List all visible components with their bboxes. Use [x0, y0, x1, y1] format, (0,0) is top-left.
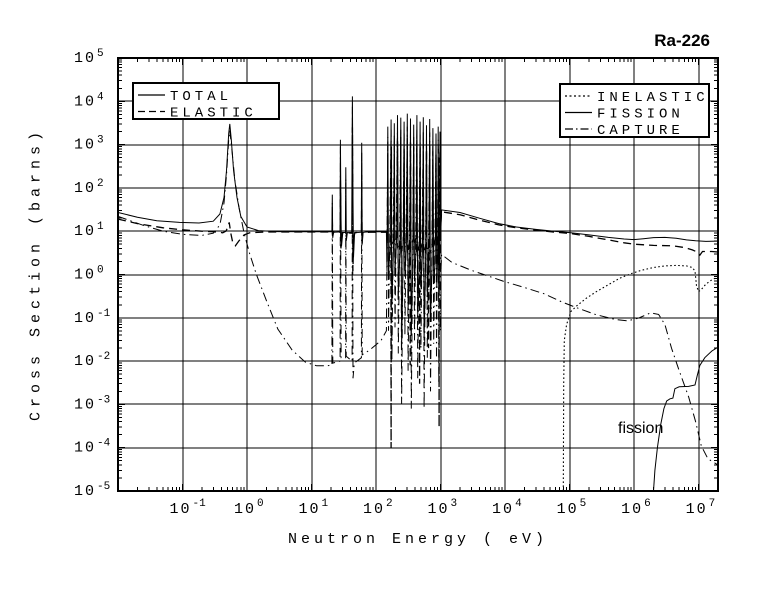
plot-border: [117, 57, 719, 492]
y-tick-label: 10-5: [74, 481, 110, 500]
curve-inelastic: [562, 264, 718, 491]
legend-entry-total: TOTAL: [138, 89, 232, 105]
y-tick-label: 10-2: [74, 351, 110, 370]
legend-entry-fission: FISSION: [565, 107, 684, 123]
x-tick-label: 103: [428, 498, 458, 518]
y-tick-label: 104: [74, 91, 104, 110]
x-tick-label: 106: [621, 498, 651, 518]
legend-box-left-frame: [132, 82, 280, 120]
legend-label-total: TOTAL: [170, 89, 232, 105]
fission-annotation: fission: [618, 420, 664, 437]
legend-label-fission: FISSION: [597, 107, 684, 123]
legend-entry-capture: CAPTURE: [565, 123, 684, 139]
curve-fission: [653, 346, 718, 491]
legend-box-right-frame: [559, 83, 710, 138]
y-tick-label: 101: [74, 221, 104, 240]
x-tick-label: 104: [492, 498, 522, 518]
curves: [118, 96, 718, 491]
curve-capture: [118, 106, 718, 466]
legend-label-inelastic: INELASTIC: [597, 90, 709, 106]
x-tick-label: 10-1: [170, 498, 207, 518]
y-tick-label: 10-4: [74, 438, 111, 457]
y-tick-label: 105: [74, 48, 104, 67]
y-tick-label: 10-3: [74, 394, 110, 413]
legend-entry-elastic: ELASTIC: [138, 106, 257, 122]
y-tick-label: 10-1: [74, 308, 111, 327]
x-tick-label: 101: [299, 498, 329, 518]
x-tick-label: 107: [686, 498, 716, 518]
y-tick-label: 102: [74, 178, 104, 197]
legend-label-elastic: ELASTIC: [170, 106, 257, 122]
legend-label-capture: CAPTURE: [597, 123, 684, 139]
y-axis-title: Cross Section (barns): [27, 126, 45, 422]
x-tick-label: 100: [234, 498, 264, 518]
y-tick-label: 103: [74, 135, 104, 154]
page-title: Ra-226: [654, 31, 710, 50]
x-tick-label: 105: [557, 498, 587, 518]
legend-entry-inelastic: INELASTIC: [565, 90, 709, 106]
y-tick-label: 100: [74, 265, 104, 284]
x-tick-label: 102: [363, 498, 393, 518]
x-tick-labels: 10-1 100 101 102 103 104 105 106 107: [170, 498, 716, 518]
y-tick-labels: 105 104 103 102 101 100 10-1 10-2 10-3 10-4 10-5: [74, 48, 111, 500]
x-axis-title: Neutron Energy ( eV): [287, 531, 549, 548]
